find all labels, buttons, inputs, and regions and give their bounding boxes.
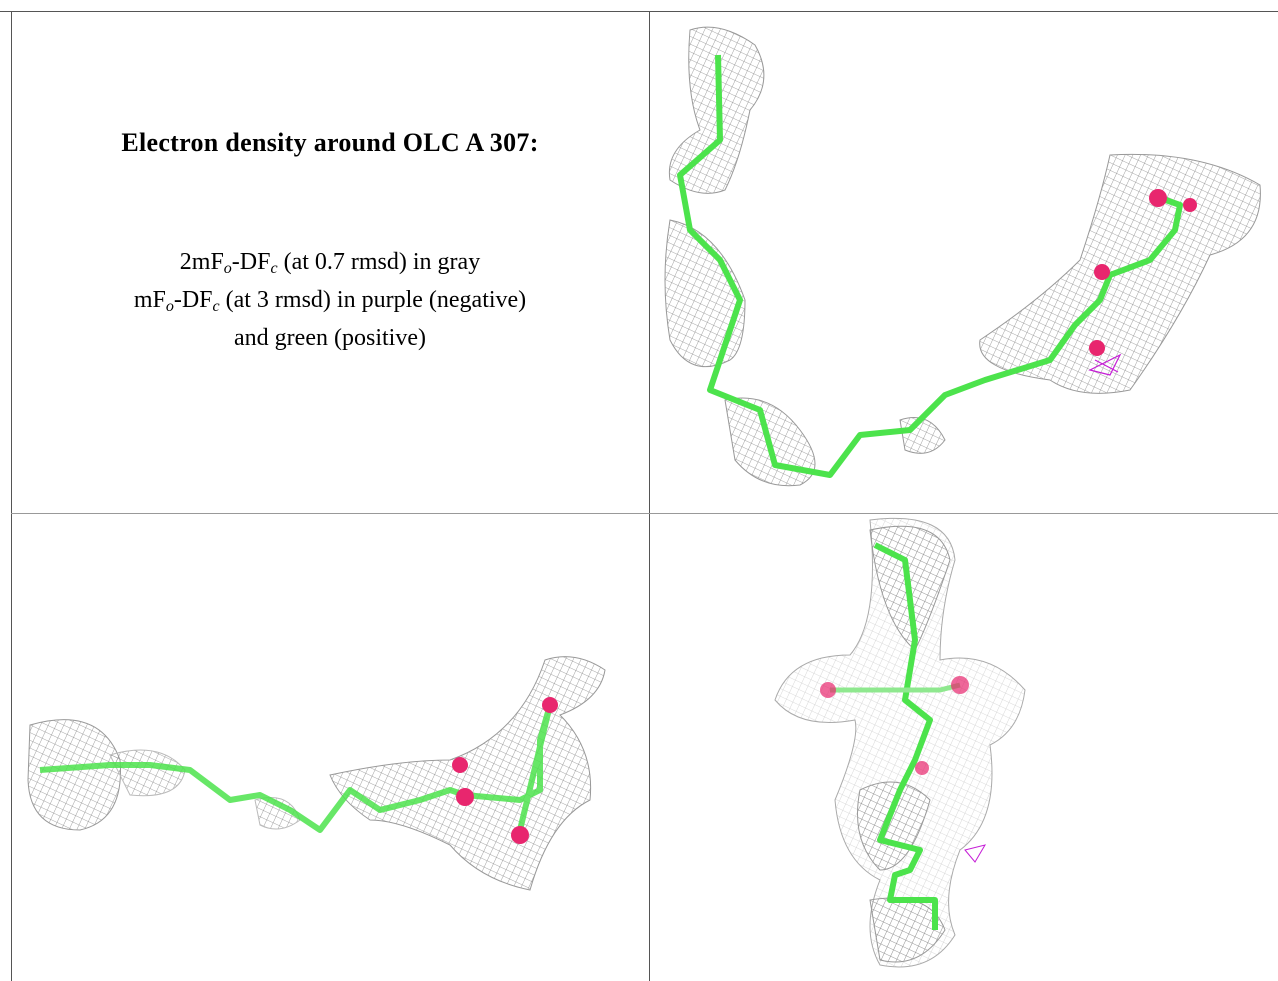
- legend-line: 2mFo-DFc (at 0.7 rmsd) in gray: [12, 248, 648, 283]
- illustration-shape: [39, 702, 553, 833]
- illustration-shape: [915, 761, 929, 775]
- density-view-3: [774, 517, 1026, 968]
- table-borders: [0, 11, 1278, 981]
- text-run: (at 0.7 rmsd) in gray: [277, 249, 481, 275]
- illustration-shape: [774, 517, 1026, 968]
- illustration-shape: [1088, 353, 1122, 376]
- density-view-2: [27, 656, 606, 891]
- illustration-shape: [664, 219, 746, 368]
- legend-line: mFo-DFc (at 3 rmsd) in purple (negative): [12, 286, 648, 321]
- illustration-shape: [873, 542, 938, 930]
- text-run: -DF: [173, 287, 213, 313]
- caption-title: Electron density around OLC A 307:: [121, 128, 539, 157]
- illustration-shape: [964, 844, 987, 863]
- subscript: c: [212, 298, 220, 315]
- illustration-shape: [677, 54, 1183, 478]
- illustration-shape: [820, 676, 969, 775]
- illustration-shape: [1094, 264, 1110, 280]
- subscript: o: [223, 260, 232, 277]
- illustration-shape: [1183, 198, 1197, 212]
- illustration-shape: [511, 826, 529, 844]
- illustration-shape: [456, 788, 474, 806]
- illustration-shape: [899, 417, 946, 454]
- text-run: 2mF: [179, 249, 224, 275]
- subscript: o: [165, 298, 174, 315]
- illustration-shape: [452, 697, 558, 844]
- text-run: (at 3 rmsd) in purple (negative): [219, 287, 527, 313]
- illustration-shape: [1149, 189, 1167, 207]
- illustration-shape: [820, 682, 836, 698]
- text-run: mF: [133, 287, 166, 313]
- illustration-shape: [109, 749, 186, 797]
- text-run: and green (positive): [234, 325, 426, 351]
- illustration-shape: [542, 697, 558, 713]
- illustration-shape: [329, 656, 606, 891]
- illustration-shape: [830, 682, 961, 693]
- illustration-shape: [452, 757, 468, 773]
- subscript: c: [270, 260, 278, 277]
- legend-line: and green (positive): [12, 324, 648, 352]
- density-view-1: [664, 26, 1261, 487]
- text-run: -DF: [231, 249, 271, 275]
- illustration-shape: [1089, 189, 1197, 356]
- illustration-shape: [1089, 340, 1105, 356]
- illustration-shape: [951, 676, 969, 694]
- illustration-shape: [27, 719, 121, 831]
